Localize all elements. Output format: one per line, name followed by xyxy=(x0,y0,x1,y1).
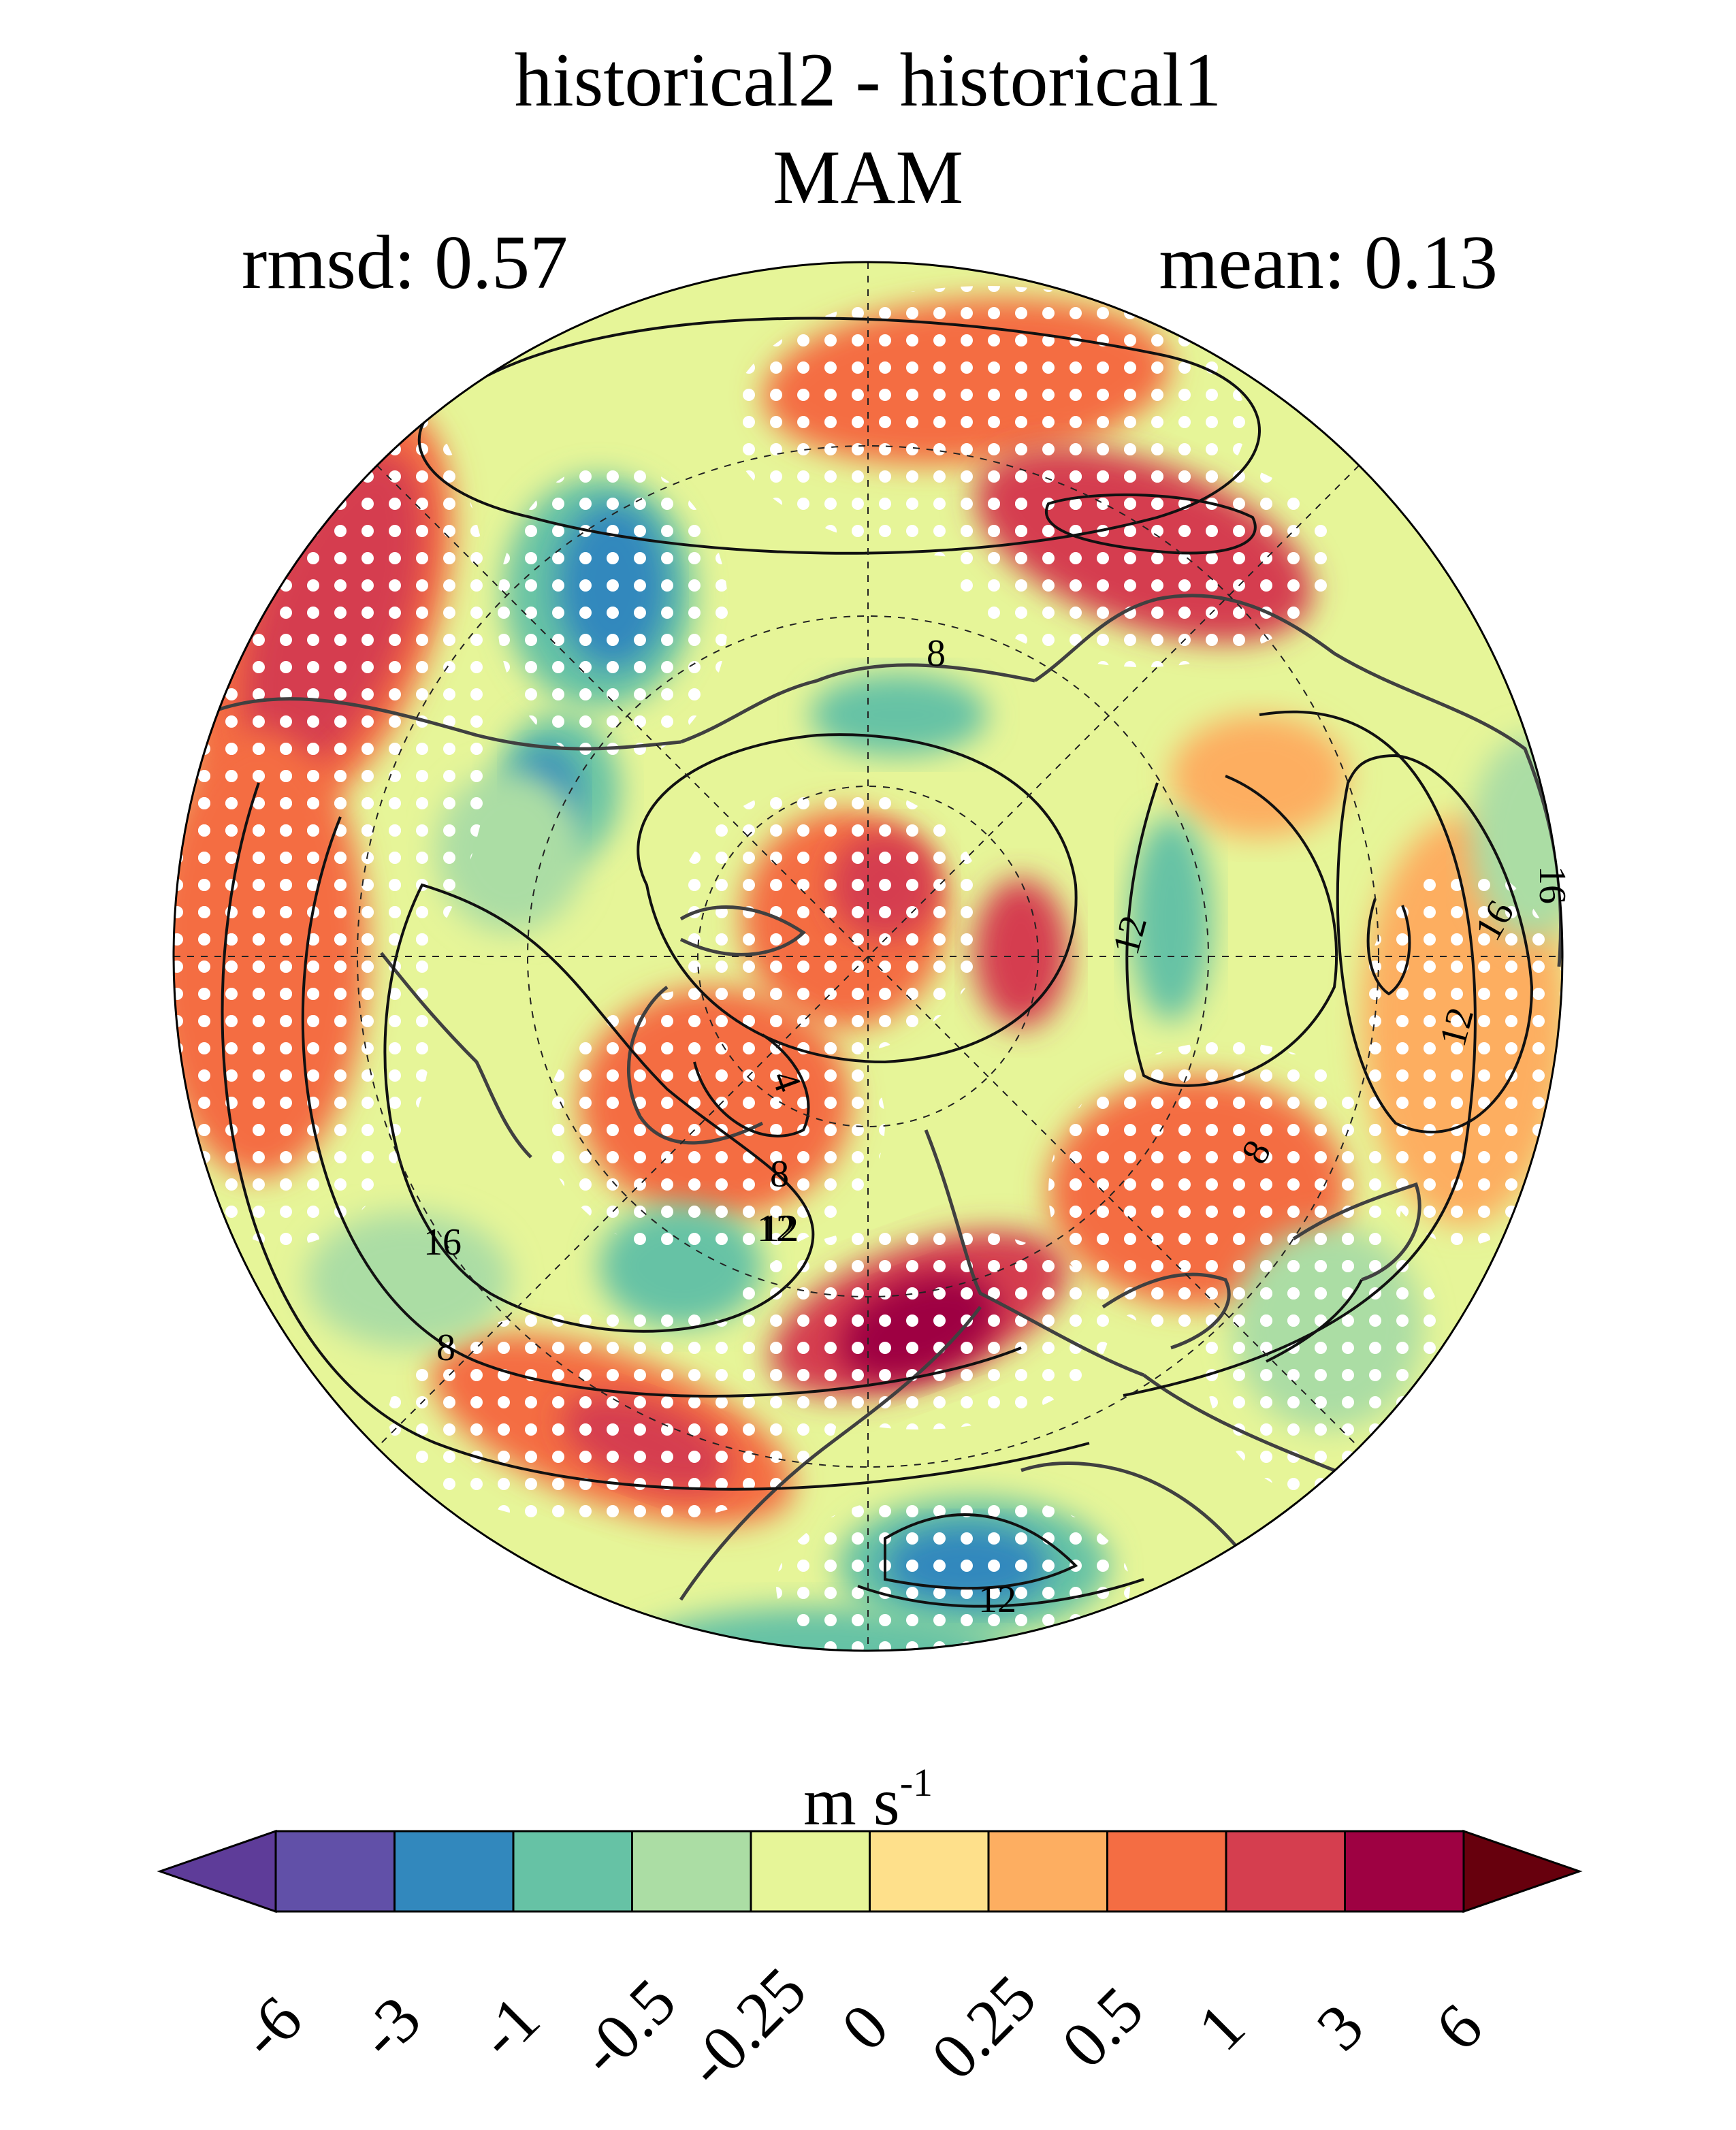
colorbar-tick-label: -6 xyxy=(225,1982,315,2071)
contour-line xyxy=(693,1033,810,1137)
season-title: MAM xyxy=(772,135,964,220)
colorbar-tick-label: 0 xyxy=(827,1990,902,2065)
anomaly-blob xyxy=(1171,715,1348,837)
colorbar-tick-label: -3 xyxy=(344,1982,434,2071)
contour-line xyxy=(1266,1279,1363,1363)
colorbar-box xyxy=(1225,1830,1346,1913)
colorbar-tick-label: -1 xyxy=(463,1982,553,2071)
colorbar-tick-label: -0.25 xyxy=(672,1953,820,2101)
colorbar-box xyxy=(869,1830,990,1913)
contour-label: 8 xyxy=(927,632,946,675)
colorbar-tick-label: 3 xyxy=(1302,1990,1377,2065)
contour-line xyxy=(857,1578,1144,1608)
contour-line xyxy=(1123,710,1477,1397)
contour-label: 12 xyxy=(757,1208,795,1250)
contour-line xyxy=(1045,493,1257,555)
coastline xyxy=(680,663,1035,744)
figure-title: historical2 - historical1 xyxy=(514,38,1222,123)
colorbar-tick-label: 1 xyxy=(1184,1990,1259,2065)
colorbar-box xyxy=(512,1830,633,1913)
climatology-contours xyxy=(221,317,1534,1608)
colorbar-box xyxy=(1344,1830,1465,1913)
stipple-region xyxy=(388,1307,837,1525)
stipple-region xyxy=(174,728,436,1246)
coastline xyxy=(626,986,764,1145)
contour-label: 8 xyxy=(770,1153,789,1195)
coastline xyxy=(204,697,681,751)
contour-line xyxy=(221,782,1090,1491)
contour-line xyxy=(301,816,1022,1398)
colorbar-box xyxy=(393,1830,515,1913)
coastline xyxy=(380,952,532,1159)
rmsd-label: rmsd: 0.57 xyxy=(242,221,568,305)
contour-label: 12 xyxy=(978,1579,1016,1621)
coastline xyxy=(1102,1272,1231,1350)
colorbar-tick-label: 0.25 xyxy=(917,1960,1049,2093)
coastline xyxy=(924,1129,1144,1377)
colorbar-box xyxy=(750,1830,871,1913)
contour-line xyxy=(637,733,1078,1064)
anomaly-blob xyxy=(306,1212,511,1348)
coastline xyxy=(1033,594,1336,683)
stipple-region xyxy=(497,463,728,762)
colorbar-box xyxy=(987,1830,1108,1913)
coastline xyxy=(1292,1182,1421,1282)
contour-line xyxy=(884,1513,1078,1590)
coastline xyxy=(679,905,806,956)
anomaly-blob xyxy=(1130,817,1212,1021)
contour-line xyxy=(1336,754,1534,1133)
colorbar-tick-label: 6 xyxy=(1421,1990,1496,2065)
colorbar-min-triangle xyxy=(157,1829,277,1914)
graticule xyxy=(174,262,1562,1651)
contour-label: 12 xyxy=(760,1208,799,1250)
coastline xyxy=(1020,1462,1254,1567)
contour-line xyxy=(1125,775,1338,1087)
contour-line xyxy=(1366,898,1411,996)
colorbar-max-triangle xyxy=(1462,1829,1583,1914)
contour-label: 16 xyxy=(1531,866,1573,904)
map-boundary xyxy=(172,261,1564,1652)
colorbar-units: m s-1 xyxy=(803,1760,933,1839)
colorbar-box xyxy=(1106,1830,1227,1913)
coastline xyxy=(679,1306,982,1601)
stipple-region xyxy=(728,1225,1110,1430)
colorbar-box xyxy=(631,1830,752,1913)
colorbar-box xyxy=(274,1830,396,1913)
contour-line xyxy=(383,883,815,1333)
colorbar-tick-label: 0.5 xyxy=(1048,1972,1157,2082)
colorbar-tick-label: -0.5 xyxy=(565,1965,690,2089)
contour-label: 16 xyxy=(423,1221,462,1263)
meridian-line xyxy=(376,465,1360,1448)
contour-label: 8 xyxy=(436,1327,455,1369)
mean-label: mean: 0.13 xyxy=(1159,221,1498,305)
contour-line xyxy=(417,317,1261,555)
